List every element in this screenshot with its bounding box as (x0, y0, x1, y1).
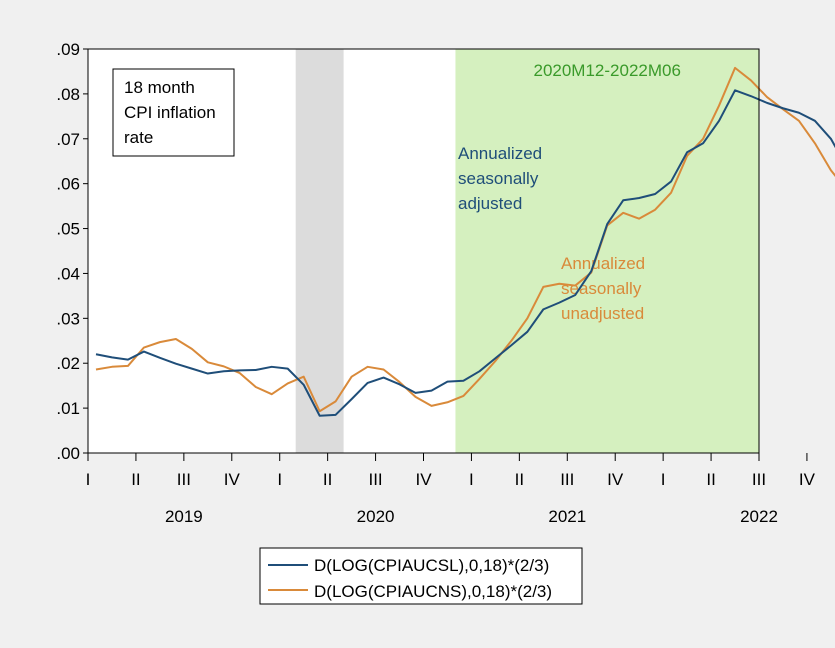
year-label-2021: 2021 (548, 507, 586, 526)
x-tick-label-3: IV (224, 470, 241, 489)
annotation-box-frame (112, 68, 235, 157)
shaded-regions (295, 49, 759, 453)
plot-frame (87, 48, 760, 454)
x-tick-label-13: II (706, 470, 715, 489)
x-tick-label-9: II (515, 470, 524, 489)
series-line-sa (95, 89, 835, 417)
x-tick-label-7: IV (415, 470, 432, 489)
y-tick-label-1: .01 (56, 399, 80, 418)
x-tick-label-2: III (177, 470, 191, 489)
y-tick-label-3: .03 (56, 309, 80, 328)
year-label-2020: 2020 (357, 507, 395, 526)
y-tick-label-6: .06 (56, 175, 80, 194)
y-tick-label-9: .09 (56, 40, 80, 59)
x-tick-label-10: III (560, 470, 574, 489)
year-label-2022: 2022 (740, 507, 778, 526)
y-tick-label-5: .05 (56, 220, 80, 239)
x-tick-label-5: II (323, 470, 332, 489)
x-tick-label-15: IV (799, 470, 816, 489)
annotation-box-line-1: 18 month (124, 78, 195, 97)
y-tick-label-4: .04 (56, 264, 80, 283)
x-tick-label-12: I (661, 470, 666, 489)
nsa-annotation-line-3: unadjusted (561, 304, 644, 323)
series-lines (95, 66, 835, 417)
sa-annotation-line-3: adjusted (458, 194, 522, 213)
nsa-annotation: Annualized seasonally unadjusted (561, 254, 645, 323)
legend-label-sa: D(LOG(CPIAUCSL),0,18)*(2/3) (314, 556, 549, 575)
year-label-2019: 2019 (165, 507, 203, 526)
x-tick-label-8: I (469, 470, 474, 489)
y-tick-label-0: .00 (56, 444, 80, 463)
sa-annotation-line-2: seasonally (458, 169, 539, 188)
y-axis: .00 .01 .02 .03 .04 .05 .06 .07 .08 .09 (56, 40, 88, 463)
x-tick-label-0: I (86, 470, 91, 489)
legend-frame (259, 547, 583, 605)
shaded-region-0 (295, 49, 344, 453)
series-line-nsa (95, 66, 835, 413)
x-tick-label-6: III (368, 470, 382, 489)
x-tick-label-11: IV (607, 470, 624, 489)
annotation-box: 18 month CPI inflation rate (112, 68, 235, 157)
y-tick-label-7: .07 (56, 130, 80, 149)
x-tick-label-14: III (752, 470, 766, 489)
shaded-region-1 (455, 49, 759, 453)
highlight-period-label: 2020M12-2022M06 (533, 61, 680, 80)
y-tick-label-2: .02 (56, 354, 80, 373)
nsa-annotation-line-1: Annualized (561, 254, 645, 273)
x-tick-label-4: I (277, 470, 282, 489)
annotation-box-line-2: CPI inflation (124, 103, 216, 122)
annotation-box-line-3: rate (124, 128, 153, 147)
sa-annotation: Annualized seasonally adjusted (458, 144, 542, 213)
legend: D(LOG(CPIAUCSL),0,18)*(2/3) D(LOG(CPIAUC… (259, 547, 583, 605)
sa-annotation-line-1: Annualized (458, 144, 542, 163)
nsa-annotation-line-2: seasonally (561, 279, 642, 298)
y-tick-label-8: .08 (56, 85, 80, 104)
x-tick-label-1: II (131, 470, 140, 489)
legend-label-nsa: D(LOG(CPIAUCNS),0,18)*(2/3) (314, 582, 552, 601)
